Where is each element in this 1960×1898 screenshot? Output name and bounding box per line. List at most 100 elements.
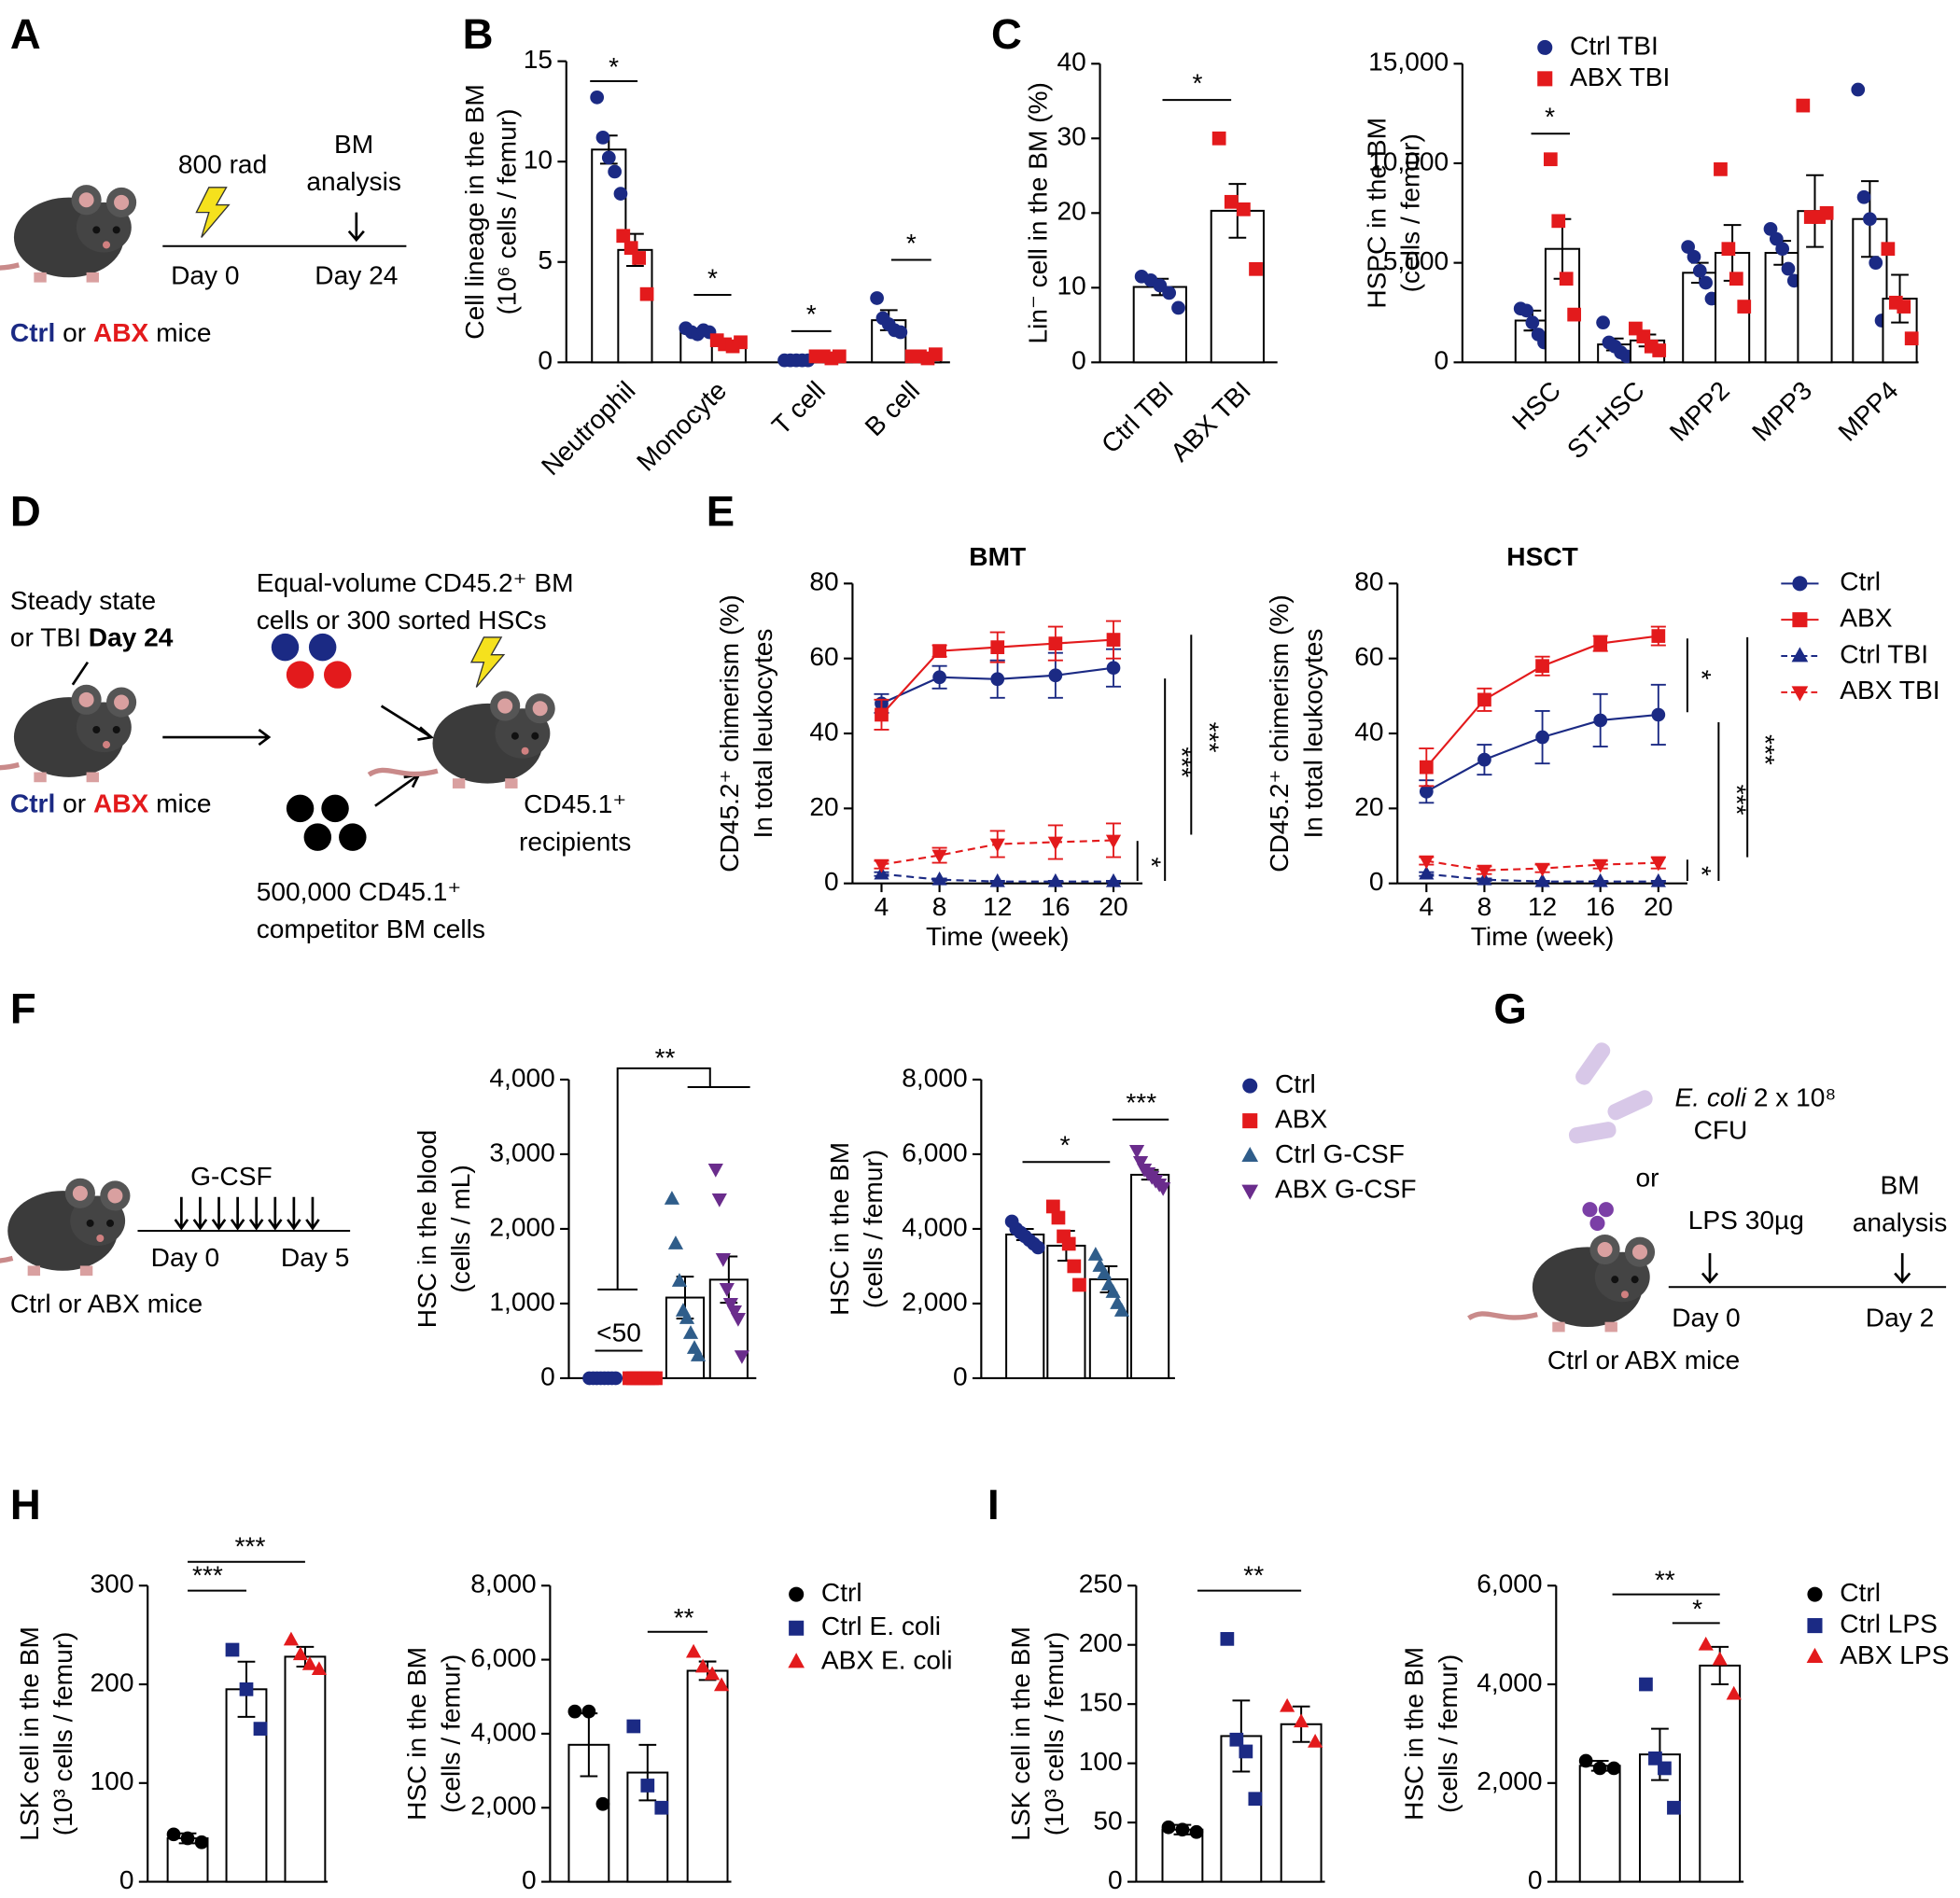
y-tick-label: 8,000 xyxy=(902,1063,967,1092)
marker xyxy=(870,291,884,305)
marker xyxy=(283,1631,300,1646)
label: ABX xyxy=(93,789,149,818)
label: analysis xyxy=(306,167,401,196)
panel-label: D xyxy=(10,488,41,536)
y-axis-label: (cells / femur) xyxy=(436,1654,465,1813)
marker xyxy=(1249,261,1263,276)
y-axis-label: HSC in the BM xyxy=(1400,1647,1429,1821)
marker xyxy=(929,347,943,362)
significance-label: ** xyxy=(655,1043,676,1072)
y-axis-label: HSPC in the BM xyxy=(1363,118,1392,309)
marker xyxy=(1534,872,1550,887)
label: BM xyxy=(1880,1171,1919,1200)
marker xyxy=(1045,1199,1060,1214)
marker xyxy=(1477,864,1492,879)
y-tick-label: 40 xyxy=(809,717,838,746)
x-tick-label: Neutrophil xyxy=(536,376,641,481)
label: Day 0 xyxy=(171,261,239,290)
panel-label: B xyxy=(463,10,494,58)
injection-arrows xyxy=(180,1196,315,1227)
marker xyxy=(1592,858,1608,873)
marker xyxy=(690,1347,707,1361)
marker xyxy=(1792,576,1808,592)
significance-label: *** xyxy=(1751,734,1780,765)
significance-label: * xyxy=(1687,670,1716,680)
x-tick-label: 20 xyxy=(1099,892,1127,921)
y-tick-label: 2,000 xyxy=(489,1212,554,1241)
marker xyxy=(1769,231,1784,246)
marker xyxy=(1681,240,1695,254)
marker xyxy=(1807,1586,1823,1602)
y-axis-label: (cells / femur) xyxy=(1396,133,1425,292)
y-tick-label: 50 xyxy=(1093,1807,1122,1835)
marker xyxy=(1308,1733,1323,1748)
marker xyxy=(166,1827,181,1842)
marker xyxy=(1419,855,1435,870)
marker xyxy=(1567,307,1582,322)
marker xyxy=(626,1719,641,1734)
y-tick-label: 60 xyxy=(809,642,838,671)
marker xyxy=(788,1653,805,1668)
marker xyxy=(1856,189,1871,204)
y-axis-label: LSK cell in the BM xyxy=(1006,1626,1035,1841)
chart: 0 2,000 4,000 6,000 HSC in the BM (cells / fe… xyxy=(1400,1566,1950,1894)
marker xyxy=(1737,300,1752,314)
marker xyxy=(1189,1824,1204,1839)
marker xyxy=(875,707,889,722)
marker xyxy=(1105,834,1122,849)
legend-label: ABX E. coli xyxy=(821,1645,953,1674)
marker xyxy=(1796,98,1811,113)
panel-label: F xyxy=(10,985,36,1033)
marker xyxy=(1652,343,1667,357)
marker xyxy=(1211,131,1226,146)
marker xyxy=(1105,872,1122,887)
significance-label: * xyxy=(609,52,619,81)
y-tick-label: 150 xyxy=(1079,1688,1123,1717)
arrow xyxy=(1701,1253,1911,1284)
marker xyxy=(194,1835,209,1849)
marker xyxy=(1241,1146,1259,1163)
marker xyxy=(1072,1277,1086,1292)
marker xyxy=(292,1646,309,1661)
label: mice xyxy=(156,318,211,347)
label: cells or 300 sorted HSCs xyxy=(257,606,547,635)
label: or xyxy=(63,318,86,347)
label: Day 5 xyxy=(281,1243,349,1272)
mouse-icon xyxy=(0,1179,130,1276)
marker xyxy=(1543,152,1558,167)
marker xyxy=(1171,300,1185,315)
marker xyxy=(239,1682,254,1696)
legend-label: ABX LPS xyxy=(1840,1640,1949,1669)
marker xyxy=(1477,752,1491,767)
legend-label: Ctrl E. coli xyxy=(821,1612,941,1640)
marker xyxy=(1819,205,1834,220)
label: or TBI xyxy=(10,623,81,652)
bacterium-icon xyxy=(1575,1042,1611,1085)
bar xyxy=(686,1669,729,1883)
marker xyxy=(225,1642,240,1657)
marker xyxy=(1658,1761,1672,1776)
marker xyxy=(726,1305,742,1319)
cell-icon xyxy=(286,794,315,823)
chart: E 0 20 40 60 80 CD45.2⁺ chimerism (%) In total … xyxy=(707,488,1225,951)
y-tick-label: 30 xyxy=(1057,122,1086,151)
marker xyxy=(1650,857,1666,872)
arrow xyxy=(347,212,365,243)
marker xyxy=(1248,1792,1263,1807)
cell-icon xyxy=(308,633,337,662)
marker xyxy=(1881,242,1896,257)
chart: 0 5,000 10,000 15,000 HSPC in the BM (cells /… xyxy=(1363,31,1919,464)
chart: 0 2,000 4,000 6,000 8,000 HSC in the BM (cells… xyxy=(402,1570,952,1894)
marker xyxy=(1519,303,1533,318)
marker xyxy=(595,131,610,145)
marker xyxy=(1806,1647,1824,1663)
marker xyxy=(682,1325,699,1339)
chart: 0 1,000 2,000 3,000 4,000 HSC in the blood (ce… xyxy=(413,1043,757,1390)
marker xyxy=(1559,272,1574,286)
marker xyxy=(609,1371,623,1386)
marker xyxy=(711,1193,727,1207)
label: E. coli xyxy=(1675,1083,1747,1112)
mouse-icon xyxy=(369,691,555,788)
marker xyxy=(1897,300,1911,314)
marker xyxy=(1067,1259,1082,1274)
